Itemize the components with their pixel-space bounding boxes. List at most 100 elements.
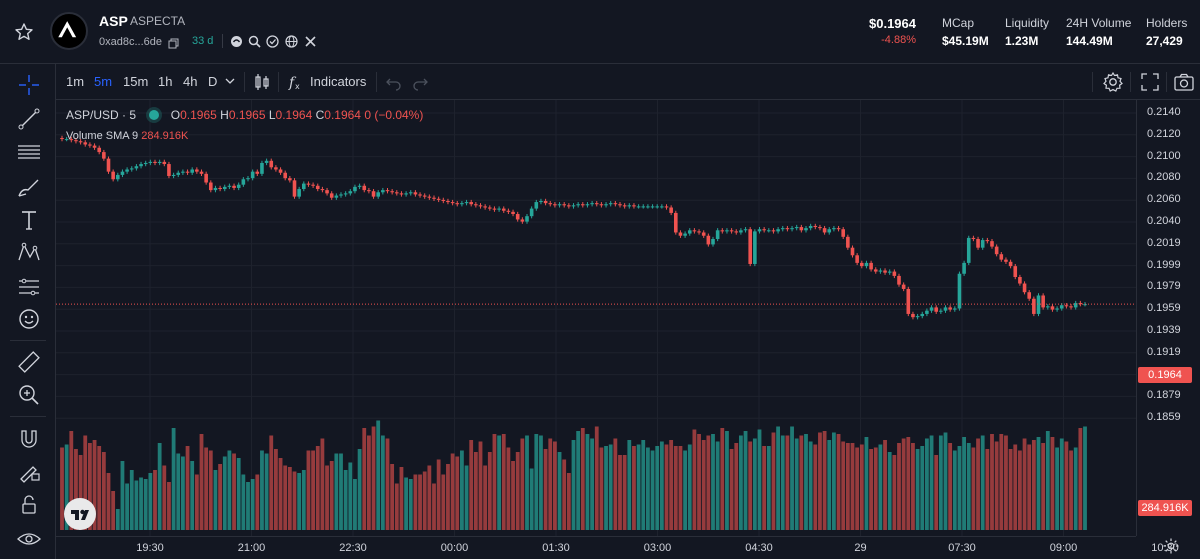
lock-drawing-icon[interactable] (16, 458, 42, 484)
stat-value: $45.19M (942, 34, 989, 48)
x-twitter-icon[interactable] (304, 35, 317, 48)
indicators-button[interactable]: Indicators (310, 74, 367, 89)
candle-body (557, 204, 562, 206)
star-icon[interactable] (14, 22, 34, 42)
exchange-icon[interactable] (230, 35, 243, 48)
globe-icon[interactable] (285, 35, 298, 48)
zoom-icon[interactable] (16, 382, 42, 408)
volume-bar (859, 444, 864, 530)
volume-bar (873, 447, 878, 530)
search-icon[interactable] (248, 35, 261, 48)
crosshair-icon[interactable] (16, 72, 42, 98)
camera-icon[interactable] (1172, 70, 1196, 94)
settings-gear-icon[interactable] (1101, 70, 1125, 94)
candle-body (362, 185, 367, 191)
copy-icon[interactable] (168, 36, 179, 49)
timeframe-4h[interactable]: 4h (183, 74, 198, 89)
axis-settings-icon[interactable] (1162, 537, 1180, 555)
candle-body (562, 204, 566, 206)
redo-icon[interactable] (408, 70, 432, 94)
divider (222, 34, 223, 48)
timeframe-5m[interactable]: 5m (94, 74, 113, 89)
ruler-icon[interactable] (16, 349, 42, 375)
token-address[interactable]: 0xad8c...6de (99, 36, 162, 48)
candle-body (385, 190, 390, 192)
pair-label: ASP/USD (66, 108, 119, 122)
trend-line-icon[interactable] (16, 106, 42, 132)
volume-bar (194, 474, 199, 530)
volume-bar (915, 449, 920, 530)
text-icon[interactable] (16, 207, 42, 233)
candle-body (771, 230, 776, 232)
candle-body (534, 202, 539, 209)
volume-bar (432, 483, 436, 530)
horizontal-lines-icon[interactable] (16, 139, 42, 165)
price-axis[interactable]: 0.2140 0.2120 0.2100 0.2080 0.2060 0.2040 0.20… (1136, 100, 1200, 536)
fullscreen-icon[interactable] (1138, 70, 1162, 94)
interval-separator: · (122, 108, 130, 122)
volume-bar (278, 458, 283, 530)
prediction-icon[interactable] (16, 273, 42, 299)
time-axis[interactable]: 19:30 21:00 22:30 00:00 01:30 03:00 04:30 29 07:… (56, 536, 1179, 559)
candle-body (632, 205, 636, 207)
candle-body (1036, 295, 1041, 314)
volume-bar (501, 434, 506, 530)
candle-body (1041, 295, 1045, 308)
candle-body (636, 206, 641, 208)
volume-bar (260, 450, 264, 530)
candle-body (464, 202, 469, 204)
volume-bar (883, 440, 887, 530)
candle-body (590, 203, 594, 205)
price-chart[interactable] (56, 100, 1166, 536)
volume-bar (97, 446, 102, 530)
timeframe-d[interactable]: D (208, 74, 218, 89)
timeframe-1m[interactable]: 1m (66, 74, 85, 89)
candle-body (255, 171, 260, 174)
volume-bar (1018, 450, 1022, 530)
price-tick: 0.1939 (1147, 324, 1181, 336)
volume-bar (78, 455, 83, 530)
timeframe-1h[interactable]: 1h (158, 74, 173, 89)
volume-bar (222, 456, 227, 530)
volume-bar (246, 482, 250, 530)
volume-bar (752, 438, 757, 530)
candle-body (450, 202, 455, 204)
brush-icon[interactable] (16, 174, 42, 200)
candle-body (134, 166, 139, 169)
volume-bar (976, 438, 980, 530)
candles-icon[interactable] (250, 70, 274, 94)
volume-bar (966, 443, 971, 530)
eye-icon[interactable] (16, 526, 42, 552)
toolbar-divider (1130, 72, 1131, 92)
candle-body (841, 229, 845, 237)
candle-body (143, 162, 148, 165)
timeframe-15m[interactable]: 15m (123, 74, 149, 89)
candle-body (199, 171, 204, 174)
volume-bar (576, 431, 581, 530)
magnet-icon[interactable] (16, 426, 42, 452)
lock-icon[interactable] (16, 492, 42, 518)
volume-bar (167, 482, 171, 530)
volume-bar (901, 438, 906, 530)
pattern-icon[interactable] (16, 240, 42, 266)
candle-body (948, 307, 952, 310)
volume-bar (362, 428, 367, 530)
volume-bar (566, 473, 571, 530)
candle-body (785, 228, 790, 230)
chevron-down-icon[interactable] (222, 73, 238, 89)
undo-icon[interactable] (382, 70, 406, 94)
explorer-icon[interactable] (266, 35, 279, 48)
volume-bar (608, 444, 613, 530)
candle-body (116, 174, 120, 180)
candle-body (543, 200, 548, 204)
tradingview-logo[interactable] (64, 498, 96, 530)
volume-bar (436, 459, 441, 530)
emoji-icon[interactable] (16, 306, 42, 332)
candle-body (729, 230, 734, 232)
candle-body (1064, 305, 1069, 307)
volume-bar (408, 479, 413, 530)
chart-pane[interactable] (56, 100, 1166, 536)
candle-body (971, 237, 976, 239)
volume-bar (287, 467, 292, 530)
